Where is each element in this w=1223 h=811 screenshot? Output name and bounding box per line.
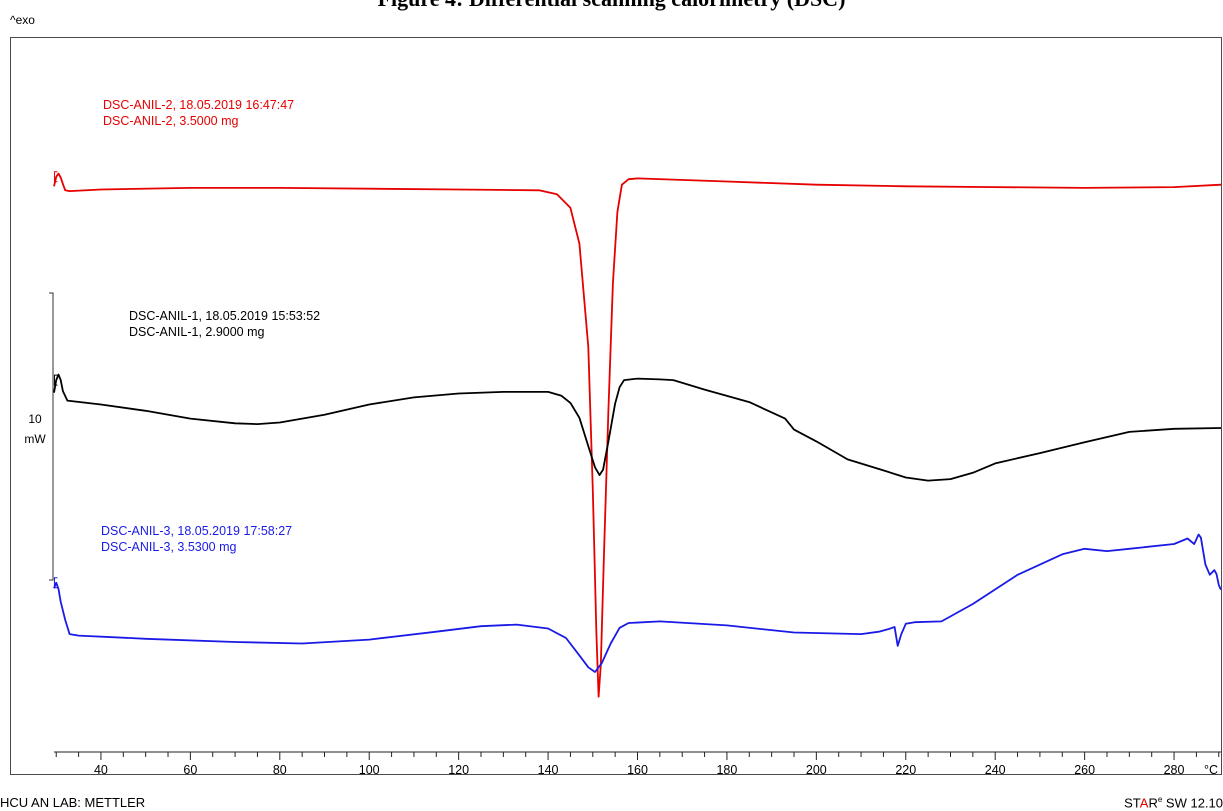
footer-software-prefix: ST: [1124, 795, 1140, 811]
x-tick-label: 120: [448, 763, 469, 774]
series-label-dsc-anil-3: DSC-ANIL-3, 3.5300 mg: [101, 540, 237, 554]
x-tick-label: 220: [895, 763, 916, 774]
series-start-marker: [53, 374, 58, 386]
x-tick-label: 100: [359, 763, 380, 774]
series-start-marker: [53, 577, 58, 589]
label-layer: DSC-ANIL-2, 18.05.2019 16:47:47 DSC-ANIL-…: [101, 98, 320, 554]
x-tick-label: 180: [716, 763, 737, 774]
series-line-dsc-anil-2: [53, 172, 1221, 698]
footer-software-version: SW 12.10: [1165, 795, 1223, 811]
footer-software-suffix: R: [1148, 795, 1158, 811]
footer-software-sup: e: [1157, 795, 1163, 804]
x-axis: 40 60 80 100 120 140 160 180 200 220 240 260 280 °C: [54, 751, 1221, 774]
scale-bar-value: 10: [28, 412, 42, 426]
dsc-chart: DSC-ANIL-2, 18.05.2019 16:47:47 DSC-ANIL-…: [24, 98, 1221, 774]
series-label-dsc-anil-3: DSC-ANIL-3, 18.05.2019 17:58:27: [101, 524, 292, 538]
series-label-dsc-anil-1: DSC-ANIL-1, 2.9000 mg: [129, 325, 265, 339]
scale-bar-line: [49, 292, 54, 581]
series-line-dsc-anil-3: [53, 533, 1221, 673]
x-tick-label: 40: [94, 763, 108, 774]
figure-title: Figure 4: Differential scanning calorime…: [0, 0, 1223, 12]
series-layer: [53, 171, 1221, 698]
plot-frame: DSC-ANIL-2, 18.05.2019 16:47:47 DSC-ANIL-…: [10, 37, 1222, 775]
x-tick-label: 60: [183, 763, 197, 774]
x-tick-label: 240: [985, 763, 1006, 774]
exo-direction-label: ^exo: [10, 13, 35, 27]
scale-bar-unit: mW: [24, 432, 46, 446]
series-label-dsc-anil-1: DSC-ANIL-1, 18.05.2019 15:53:52: [129, 309, 320, 323]
series-label-dsc-anil-2: DSC-ANIL-2, 3.5000 mg: [103, 114, 239, 128]
footer-software-label: STARe SW 12.10: [1124, 795, 1223, 810]
x-tick-label: 260: [1074, 763, 1095, 774]
series-start-marker: [53, 171, 58, 183]
x-tick-label: 80: [273, 763, 287, 774]
footer-lab-label: HCU AN LAB: METTLER: [0, 795, 146, 810]
x-tick-label: 160: [627, 763, 648, 774]
x-unit-label: °C: [1204, 763, 1218, 774]
x-tick-label: 200: [806, 763, 827, 774]
x-tick-label: 140: [538, 763, 559, 774]
series-line-dsc-anil-1: [53, 373, 1221, 482]
scale-bar: 10 mW: [24, 292, 54, 581]
series-label-dsc-anil-2: DSC-ANIL-2, 18.05.2019 16:47:47: [103, 98, 294, 112]
x-tick-label: 280: [1164, 763, 1185, 774]
footer-software-accent: A: [1139, 795, 1149, 811]
